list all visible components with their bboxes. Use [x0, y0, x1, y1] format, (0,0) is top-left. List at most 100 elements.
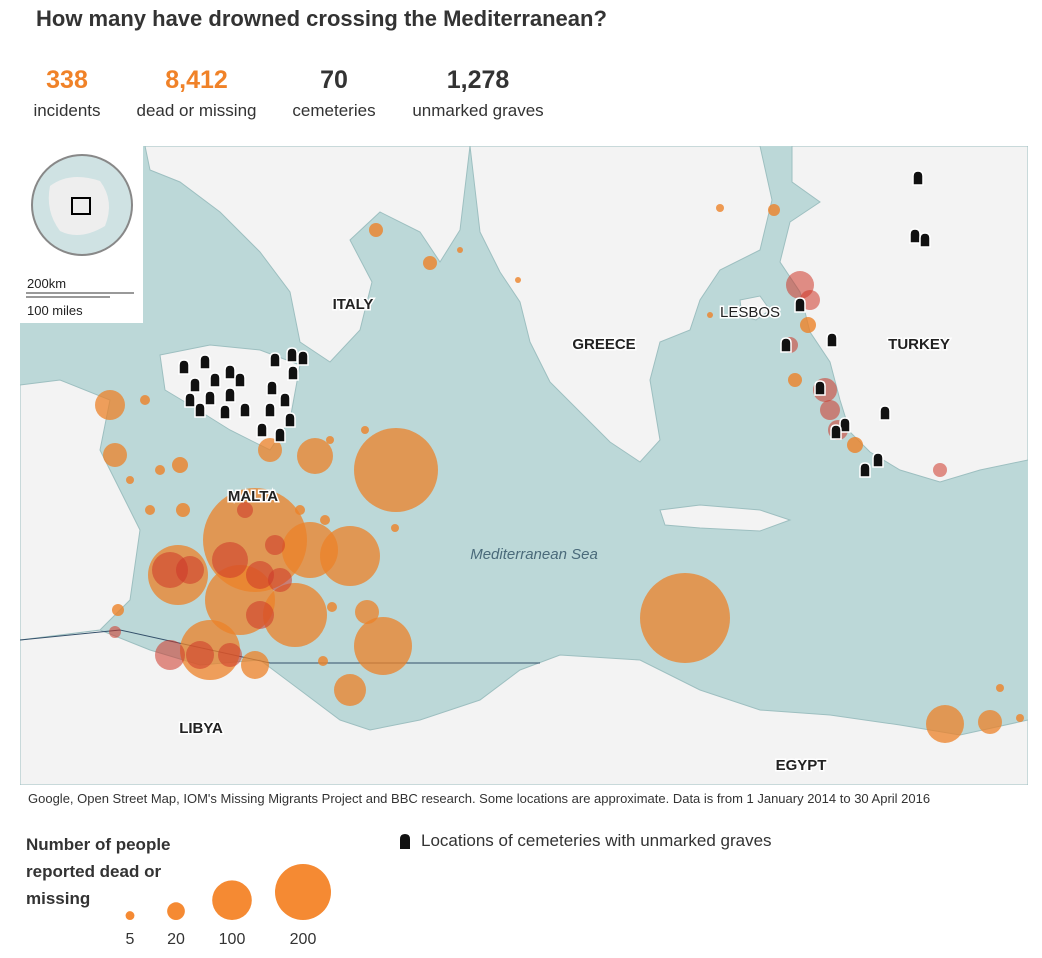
cemetery-icon — [199, 354, 211, 370]
stat-value: 338 — [46, 66, 88, 94]
cemetery-icon — [178, 359, 190, 375]
title: How many have drowned crossing the Medit… — [36, 6, 607, 31]
cemetery-icon — [919, 232, 931, 248]
incident-circle — [391, 524, 399, 532]
size-legend: 5 20 100 200 — [125, 864, 331, 948]
incident-circle — [126, 476, 134, 484]
cemetery-icon — [794, 297, 806, 313]
cemetery-icon — [826, 332, 838, 348]
incident-circle — [326, 436, 334, 444]
cemetery-icon — [204, 390, 216, 406]
cemetery-icon — [814, 380, 826, 396]
map-label: MALTA — [228, 488, 278, 505]
incident-circle — [172, 457, 188, 473]
cemetery-icon — [287, 365, 299, 381]
cemetery-icon — [224, 387, 236, 403]
incident-circle — [95, 390, 125, 420]
stat-label: cemeteries — [292, 101, 376, 120]
incident-circle — [237, 502, 253, 518]
cemetery-icon — [264, 402, 276, 418]
incident-circle — [295, 505, 305, 515]
map-label: TURKEY — [888, 336, 950, 353]
legend-label: 20 — [167, 931, 185, 948]
cemetery-icon — [194, 402, 206, 418]
cemetery-icon — [256, 422, 268, 438]
cemetery-icon — [224, 364, 236, 380]
legend-cemetery-icon — [400, 834, 410, 849]
incident-circle — [218, 643, 242, 667]
incident-circle — [320, 515, 330, 525]
incident-circle — [268, 568, 292, 592]
cemetery-icon — [780, 337, 792, 353]
incident-circle — [318, 656, 328, 666]
source: Google, Open Street Map, IOM's Missing M… — [28, 791, 931, 806]
cemetery-icon — [266, 380, 278, 396]
cemeteries — [178, 170, 931, 478]
legend-circle — [125, 911, 135, 920]
stat: 8,412 dead or missing — [128, 64, 265, 126]
incident-circle — [423, 256, 437, 270]
stat-value: 8,412 — [165, 66, 228, 94]
stat-label: incidents — [33, 101, 101, 120]
incident-circle — [246, 601, 274, 629]
incident-circle — [847, 437, 863, 453]
incident-circle — [258, 438, 282, 462]
incident-circle — [112, 604, 124, 616]
incident-circle — [265, 535, 285, 555]
cemetery-icon — [286, 347, 298, 363]
legend-title: Number of people reported dead or missin… — [26, 835, 171, 908]
map-label: GREECE — [572, 336, 635, 353]
incident-circle — [176, 503, 190, 517]
incident-circle — [354, 428, 438, 512]
incident-circle — [369, 223, 383, 237]
stat: 1,278 unmarked graves — [404, 64, 552, 126]
incident-circles — [95, 204, 1024, 743]
legend-circle — [212, 880, 252, 920]
cemetery-icon — [830, 424, 842, 440]
incident-circle — [716, 204, 724, 212]
scale-label: 200km — [27, 276, 66, 291]
incident-circle — [1016, 714, 1024, 722]
cemetery-icon — [219, 404, 231, 420]
cemetery-icon — [269, 352, 281, 368]
incident-circle — [109, 626, 121, 638]
incident-circle — [768, 204, 780, 216]
map-label: LIBYA — [179, 720, 223, 737]
inset — [20, 146, 143, 323]
cemetery-icon — [189, 377, 201, 393]
cemetery-icon — [872, 452, 884, 468]
incident-circle — [263, 583, 327, 647]
incident-circle — [140, 395, 150, 405]
cemetery-icon — [239, 402, 251, 418]
incident-circle — [152, 552, 188, 588]
map-label: EGYPT — [776, 757, 827, 774]
incident-circle — [978, 710, 1002, 734]
incident-circle — [327, 602, 337, 612]
incident-circle — [155, 465, 165, 475]
cemetery-icon — [879, 405, 891, 421]
cemetery-icon — [274, 427, 286, 443]
cemetery-icon — [909, 228, 921, 244]
legend-cemetery-label: Locations of cemeteries with unmarked gr… — [421, 831, 772, 850]
legend-label: 100 — [219, 931, 246, 948]
legend-label: 5 — [126, 931, 135, 948]
cemetery-icon — [297, 350, 309, 366]
incident-circle — [361, 426, 369, 434]
legend-label: 200 — [290, 931, 317, 948]
legend-circle — [167, 902, 185, 920]
incident-circle — [246, 561, 274, 589]
incident-circle — [176, 556, 204, 584]
incident-circle — [996, 684, 1004, 692]
incident-circle — [457, 247, 463, 253]
stat-label: dead or missing — [136, 101, 257, 120]
incident-circle — [788, 373, 802, 387]
incident-circle — [297, 438, 333, 474]
stat: 338 incidents — [26, 64, 108, 126]
cemetery-icon — [912, 170, 924, 186]
cemetery-icon — [839, 417, 851, 433]
incident-circle — [515, 277, 521, 283]
scale-label: 100 miles — [27, 303, 83, 318]
incident-circle — [103, 443, 127, 467]
incident-circle — [282, 522, 338, 578]
